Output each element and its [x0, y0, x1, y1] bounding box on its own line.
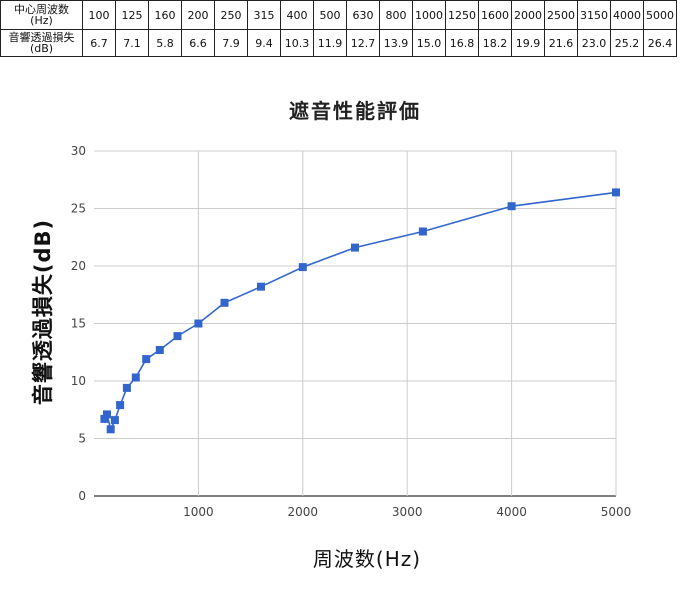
- y-tick-label: 25: [71, 202, 86, 216]
- transmission-loss-cell: 25.2: [610, 29, 644, 57]
- frequency-header: 中心周波数 (Hz): [0, 0, 83, 30]
- transmission-loss-cell: 6.6: [181, 29, 215, 57]
- y-tick-label: 0: [78, 489, 86, 503]
- frequency-cell: 1600: [478, 0, 512, 30]
- x-axis-label: 周波数(Hz): [312, 547, 422, 571]
- data-table: 中心周波数 (Hz) 100 125 160 200 250 315 400 500 630 800…: [0, 0, 677, 57]
- transmission-loss-cell: 16.8: [445, 29, 479, 57]
- y-tick-label: 30: [71, 144, 86, 158]
- data-point: [116, 401, 125, 410]
- transmission-loss-cell: 11.9: [313, 29, 347, 57]
- data-point: [194, 319, 203, 328]
- frequency-cell: 250: [214, 0, 248, 30]
- x-tick-label: 5000: [601, 505, 632, 519]
- data-point: [298, 263, 307, 272]
- data-point: [122, 383, 131, 392]
- transmission-loss-row: 音響透過損失 (dB) 6.7 7.1 5.8 6.6 7.9 9.4 10.3 11.9 12.…: [0, 29, 677, 57]
- series-line: [103, 191, 617, 432]
- frequency-cell: 1250: [445, 0, 479, 30]
- grid-lines: [94, 150, 617, 497]
- chart-title: 遮音性能評価: [289, 99, 421, 123]
- data-point: [110, 416, 119, 425]
- x-tick-label: 1000: [183, 505, 214, 519]
- frequency-row: 中心周波数 (Hz) 100 125 160 200 250 315 400 500 630 800…: [0, 0, 677, 30]
- transmission-loss-cell: 21.6: [544, 29, 578, 57]
- series-line-path: [103, 191, 617, 432]
- data-point: [351, 243, 359, 252]
- data-point: [220, 298, 229, 307]
- frequency-cell: 315: [247, 0, 281, 30]
- transmission-loss-cell: 6.7: [82, 29, 116, 57]
- transmission-loss-cell: 19.9: [511, 29, 545, 57]
- y-tick-label: 15: [71, 317, 86, 331]
- transmission-loss-cell: 7.1: [115, 29, 149, 57]
- frequency-cell: 400: [280, 0, 314, 30]
- frequency-cell: 200: [181, 0, 215, 30]
- data-point: [257, 282, 265, 291]
- frequency-cell: 630: [346, 0, 380, 30]
- transmission-loss-cell: 23.0: [577, 29, 611, 57]
- tick-labels: 0 5 10 15 20 25 30 1000 2000 3000 4000 5000: [71, 144, 632, 519]
- data-point: [100, 414, 109, 423]
- data-point: [131, 373, 140, 382]
- transmission-loss-cell: 26.4: [643, 29, 677, 57]
- data-point: [173, 332, 182, 341]
- transmission-loss-header: 音響透過損失 (dB): [0, 29, 83, 57]
- transmission-loss-cell: 5.8: [148, 29, 182, 57]
- data-point: [142, 355, 151, 364]
- frequency-cell: 1000: [412, 0, 446, 30]
- x-tick-label: 2000: [288, 505, 319, 519]
- frequency-cell: 2500: [544, 0, 578, 30]
- transmission-loss-cell: 12.7: [346, 29, 380, 57]
- data-point: [418, 227, 427, 236]
- transmission-loss-cell: 13.9: [379, 29, 413, 57]
- frequency-cell: 5000: [643, 0, 677, 30]
- data-point: [106, 425, 115, 434]
- data-point: [155, 346, 164, 354]
- transmission-loss-cell: 15.0: [412, 29, 446, 57]
- x-tick-label: 3000: [392, 505, 423, 519]
- data-point: [103, 410, 111, 419]
- y-tick-label: 20: [71, 259, 86, 273]
- x-tick-label: 4000: [496, 505, 527, 519]
- y-tick-label: 5: [78, 432, 86, 446]
- data-point: [507, 202, 516, 211]
- y-axis-label: 音響透過損失(dB): [31, 218, 55, 406]
- y-tick-label: 10: [71, 374, 86, 388]
- frequency-cell: 125: [115, 0, 149, 30]
- data-points: [100, 188, 620, 434]
- data-point: [612, 188, 620, 197]
- frequency-cell: 4000: [610, 0, 644, 30]
